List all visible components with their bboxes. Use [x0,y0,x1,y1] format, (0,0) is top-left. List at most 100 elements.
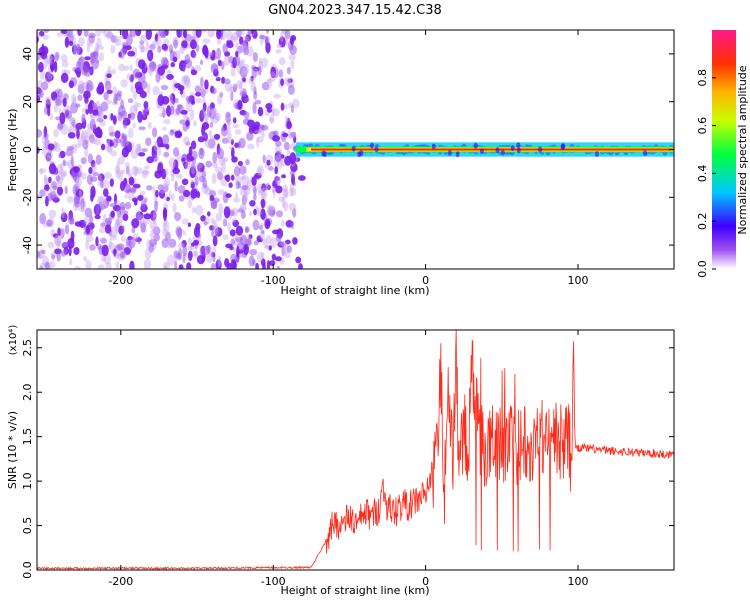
noise-blob [230,68,236,77]
noise-blob [196,254,205,265]
noise-blob [73,247,80,255]
noise-blob [279,241,287,246]
noise-blob [298,263,303,269]
noise-blob [85,234,94,242]
noise-blob [45,219,53,227]
noise-blob [265,221,270,227]
noise-blob [221,127,226,132]
noise-blob [59,163,64,171]
noise-blob [194,175,199,186]
noise-blob [259,35,266,40]
noise-blob [75,61,82,73]
noise-blob [240,210,246,220]
x-tick-label: -200 [108,575,133,588]
noise-blob [105,262,112,269]
noise-blob [75,122,84,130]
noise-blob [230,139,234,145]
noise-blob [288,129,291,139]
noise-blob [212,151,218,164]
noise-blob [276,265,280,269]
noise-blob [190,140,197,150]
noise-blob [194,97,203,104]
noise-blob [271,185,275,193]
noise-blob [230,91,234,102]
noise-blob [284,116,289,123]
noise-blob [140,44,145,54]
noise-blob [162,107,166,119]
noise-blob [97,173,105,182]
noise-blob [190,100,196,105]
noise-blob [119,201,126,210]
noise-blob [272,135,281,142]
noise-blob [268,166,274,171]
noise-blob [145,30,152,40]
noise-blob [185,95,193,102]
noise-blob [160,56,169,67]
noise-blob [225,243,233,249]
noise-blob [240,58,245,67]
noise-blob [87,102,93,114]
noise-blob [222,218,228,227]
noise-blob [209,225,215,231]
noise-blob [271,253,277,261]
noise-blob [280,31,284,43]
snr-y-multiplier: (x10⁴) [8,325,19,356]
noise-blob [88,32,96,39]
noise-blob [54,142,61,150]
snr-x-label: Height of straight line (km) [280,584,429,597]
noise-blob [238,206,247,212]
noise-blob [44,106,49,115]
noise-blob [91,163,97,173]
y-tick-label: -40 [21,236,34,254]
noise-blob [207,30,215,38]
noise-blob [175,226,182,237]
noise-blob [154,200,158,213]
noise-blob [292,237,298,245]
noise-blob [60,30,68,34]
noise-blob [125,165,130,175]
noise-blob [63,172,68,178]
noise-blob [189,245,195,251]
noise-blob [104,80,112,91]
noise-blob [285,239,291,245]
noise-blob [194,64,202,72]
noise-blob [132,122,136,129]
noise-blob [120,79,128,88]
noise-blob [37,61,44,73]
noise-blob [130,84,134,94]
noise-blob [47,241,55,249]
noise-blob [249,210,253,217]
noise-blob [237,160,243,167]
noise-blob [157,162,164,175]
noise-blob [41,43,45,56]
noise-blob [104,171,112,179]
noise-blob [216,39,222,45]
noise-blob [133,199,138,206]
noise-blob [37,146,40,154]
noise-blob [243,111,250,119]
noise-blob [37,128,41,134]
noise-blob [114,130,121,139]
noise-blob [115,169,121,179]
noise-blob [125,45,132,51]
noise-blob [210,62,219,74]
noise-blob [106,73,112,79]
noise-blob [112,115,117,125]
noise-blob [103,30,111,38]
x-tick-label: 0 [422,575,429,588]
noise-blob [236,80,243,89]
noise-blob [84,207,93,218]
noise-blob [62,97,67,107]
noise-blob [138,59,146,70]
noise-blob [139,46,146,53]
noise-blob [70,230,75,243]
noise-blob [177,104,184,113]
noise-blob [114,244,122,251]
noise-blob [86,42,90,53]
noise-blob [47,75,52,84]
noise-blob [89,118,96,131]
noise-blob [124,162,130,169]
noise-blob [235,225,244,236]
noise-blob [130,30,137,38]
noise-blob [100,222,106,228]
